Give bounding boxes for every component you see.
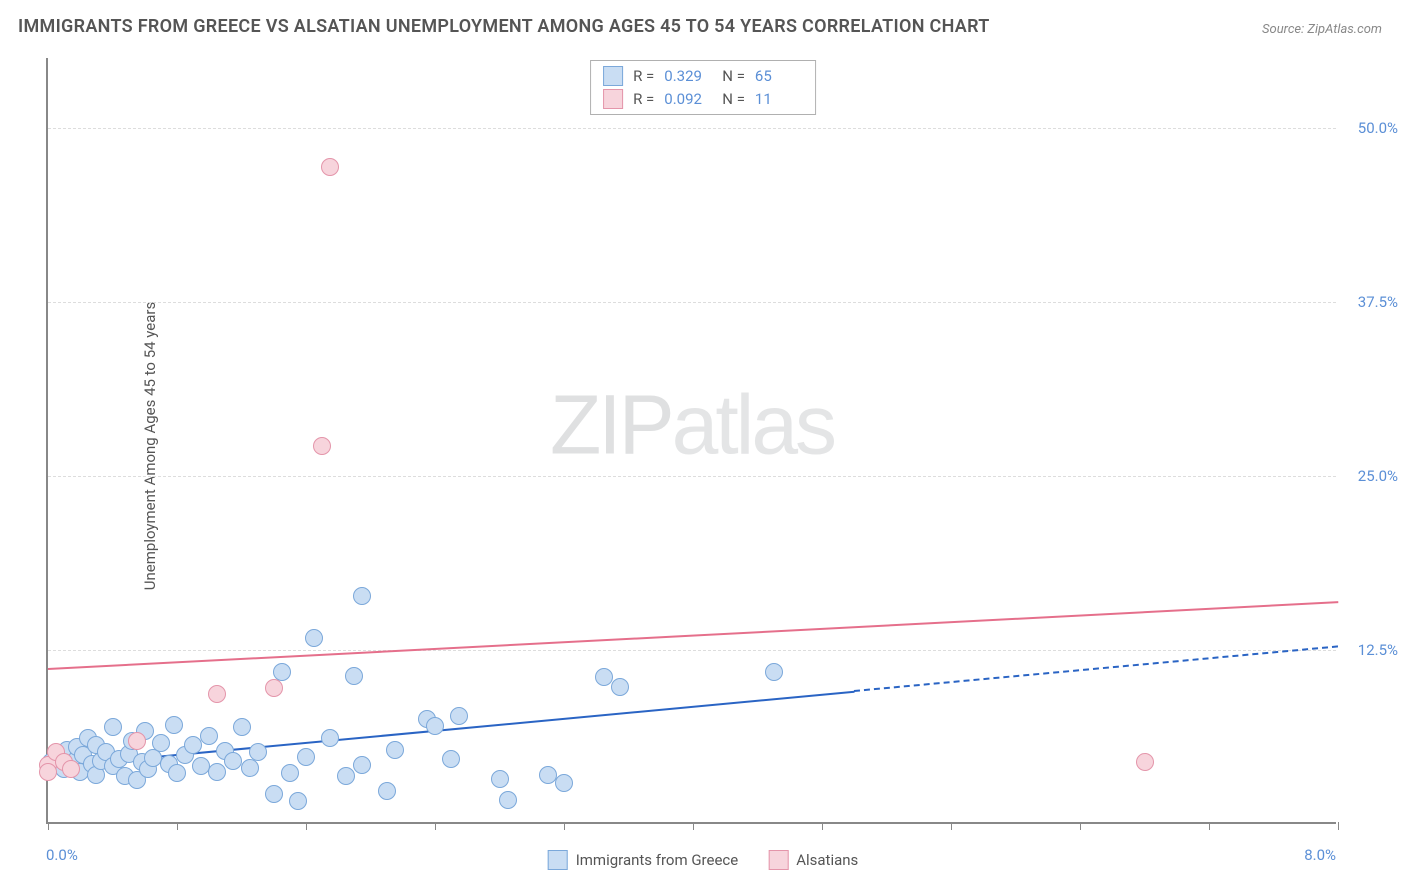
data-point [233, 718, 251, 736]
data-point [39, 763, 57, 781]
x-tick [1338, 822, 1339, 830]
x-tick [693, 822, 694, 830]
data-point [337, 767, 355, 785]
data-point [450, 707, 468, 725]
y-tick-label: 37.5% [1358, 293, 1398, 311]
gridline [48, 302, 1336, 303]
gridline [48, 128, 1336, 129]
series-legend: Immigrants from Greece Alsatians [548, 850, 859, 870]
legend-swatch [768, 850, 788, 870]
data-point [765, 663, 783, 681]
data-point [289, 792, 307, 810]
n-label: N = [722, 88, 745, 111]
data-point [152, 734, 170, 752]
data-point [249, 743, 267, 761]
data-point [273, 663, 291, 681]
data-point [281, 764, 299, 782]
data-point [353, 756, 371, 774]
x-tick [822, 822, 823, 830]
data-point [168, 764, 186, 782]
data-point [1136, 753, 1154, 771]
data-point [265, 785, 283, 803]
n-label: N = [722, 65, 745, 88]
data-point [208, 685, 226, 703]
x-tick [306, 822, 307, 830]
r-value: 0.092 [664, 88, 712, 111]
data-point [595, 668, 613, 686]
data-point [321, 158, 339, 176]
data-point [241, 759, 259, 777]
n-value: 11 [755, 88, 803, 111]
data-point [499, 791, 517, 809]
data-point [426, 717, 444, 735]
r-value: 0.329 [664, 65, 712, 88]
trend-line [48, 601, 1338, 670]
x-axis-max-label: 8.0% [1304, 846, 1336, 864]
source-attribution: Source: ZipAtlas.com [1262, 22, 1382, 37]
data-point [313, 437, 331, 455]
data-point [200, 727, 218, 745]
y-tick-label: 12.5% [1358, 641, 1398, 659]
data-point [378, 782, 396, 800]
x-tick [48, 822, 49, 830]
legend-swatch [548, 850, 568, 870]
watermark: ZIPatlas [550, 376, 834, 473]
data-point [62, 760, 80, 778]
plot-canvas: ZIPatlas 12.5%25.0%37.5%50.0% [46, 58, 1336, 824]
n-value: 65 [755, 65, 803, 88]
gridline [48, 476, 1336, 477]
data-point [442, 750, 460, 768]
correlation-legend: R = 0.329 N = 65 R = 0.092 N = 11 [590, 60, 816, 115]
data-point [491, 770, 509, 788]
legend-label: Alsatians [796, 851, 858, 869]
data-point [555, 774, 573, 792]
y-tick-label: 50.0% [1358, 119, 1398, 137]
data-point [104, 718, 122, 736]
chart-title: IMMIGRANTS FROM GREECE VS ALSATIAN UNEMP… [18, 16, 990, 37]
correlation-row: R = 0.329 N = 65 [603, 65, 803, 88]
plot-area: ZIPatlas 12.5%25.0%37.5%50.0% [46, 58, 1336, 824]
data-point [386, 741, 404, 759]
data-point [184, 736, 202, 754]
x-tick [435, 822, 436, 830]
x-tick [951, 822, 952, 830]
r-label: R = [633, 65, 654, 88]
legend-swatch [603, 89, 623, 109]
x-tick [1080, 822, 1081, 830]
gridline [48, 650, 1336, 651]
data-point [165, 716, 183, 734]
legend-swatch [603, 66, 623, 86]
r-label: R = [633, 88, 654, 111]
data-point [305, 629, 323, 647]
trend-line-extrapolated [854, 646, 1338, 693]
data-point [345, 667, 363, 685]
data-point [321, 729, 339, 747]
legend-label: Immigrants from Greece [576, 851, 739, 869]
data-point [265, 679, 283, 697]
correlation-row: R = 0.092 N = 11 [603, 88, 803, 111]
x-axis-origin-label: 0.0% [46, 846, 78, 864]
legend-item: Alsatians [768, 850, 858, 870]
x-tick [1209, 822, 1210, 830]
x-tick [564, 822, 565, 830]
data-point [353, 587, 371, 605]
data-point [208, 763, 226, 781]
data-point [128, 732, 146, 750]
legend-item: Immigrants from Greece [548, 850, 739, 870]
x-tick [177, 822, 178, 830]
data-point [611, 678, 629, 696]
y-tick-label: 25.0% [1358, 467, 1398, 485]
data-point [297, 748, 315, 766]
